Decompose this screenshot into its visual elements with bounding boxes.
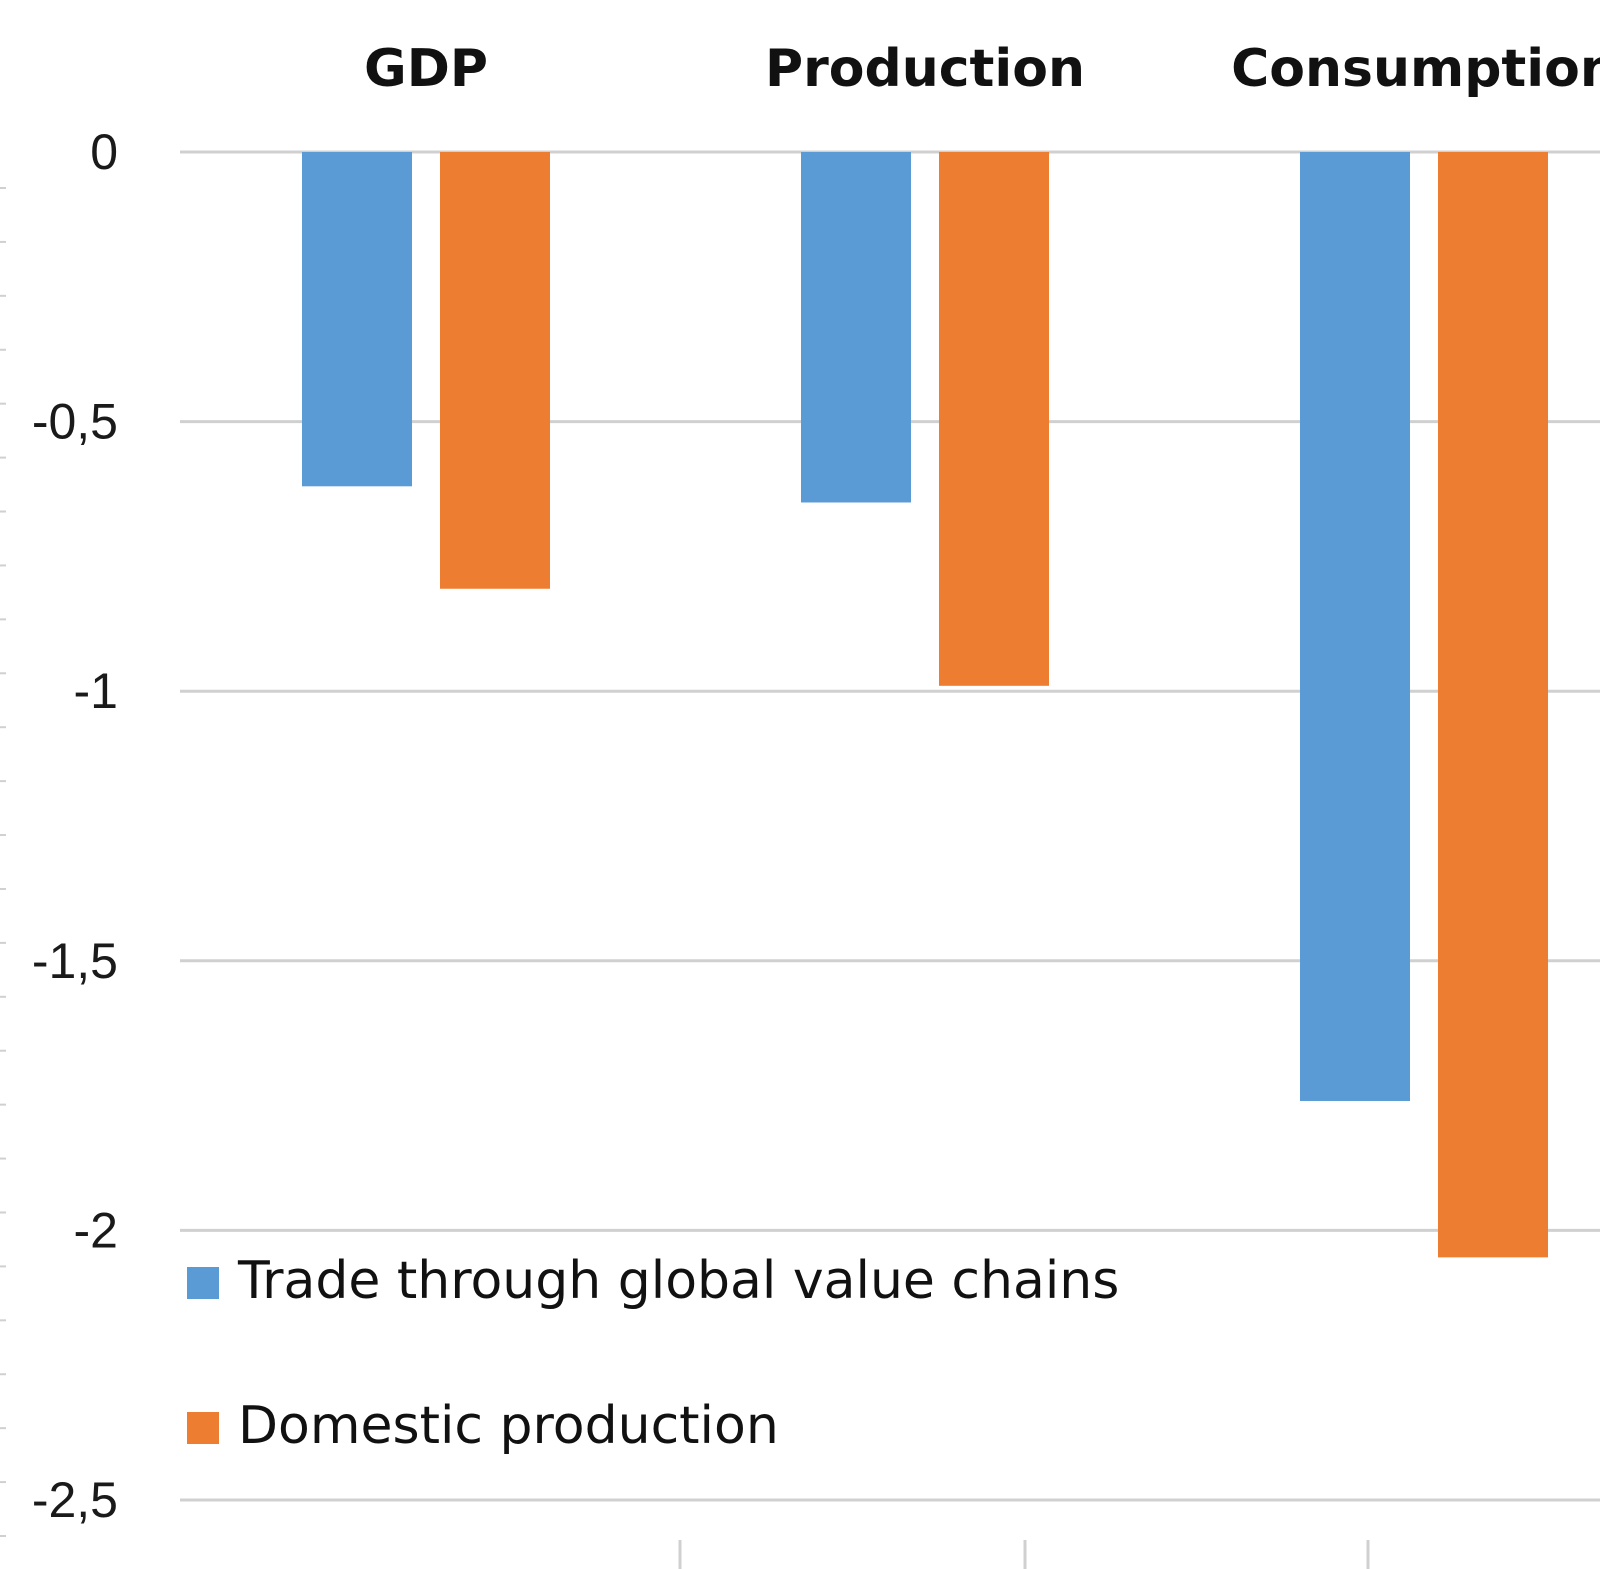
bar-consumption-series-2: [1438, 152, 1548, 1258]
bar-gdp-series-1: [302, 152, 412, 487]
y-tick-label: -2: [74, 1202, 118, 1258]
bar-production-series-1: [801, 152, 911, 503]
category-label: GDP: [364, 39, 488, 99]
bar-consumption-series-1: [1300, 152, 1410, 1101]
legend-swatch: [187, 1412, 219, 1444]
legend-swatch: [187, 1267, 219, 1299]
bars: [302, 152, 1548, 1258]
y-tick-label: 0: [90, 124, 118, 180]
gridlines: [0, 150, 1600, 1569]
bar-gdp-series-2: [440, 152, 550, 589]
bar-production-series-2: [939, 152, 1049, 686]
category-labels: GDP Production Consumption: [364, 39, 1600, 99]
category-label: Production: [765, 39, 1085, 99]
y-tick-label: -1: [74, 663, 118, 719]
category-label: Consumption: [1231, 39, 1600, 99]
y-axis-tick-labels: 0 -0,5 -1 -1,5 -2 -2,5: [32, 124, 118, 1528]
y-tick-label: -1,5: [32, 933, 118, 989]
y-tick-label: -0,5: [32, 394, 118, 450]
legend-label: Trade through global value chains: [237, 1251, 1119, 1311]
y-tick-label: -2,5: [32, 1472, 118, 1528]
legend: Trade through global value chains Domesti…: [187, 1251, 1119, 1456]
legend-label: Domestic production: [238, 1396, 779, 1456]
